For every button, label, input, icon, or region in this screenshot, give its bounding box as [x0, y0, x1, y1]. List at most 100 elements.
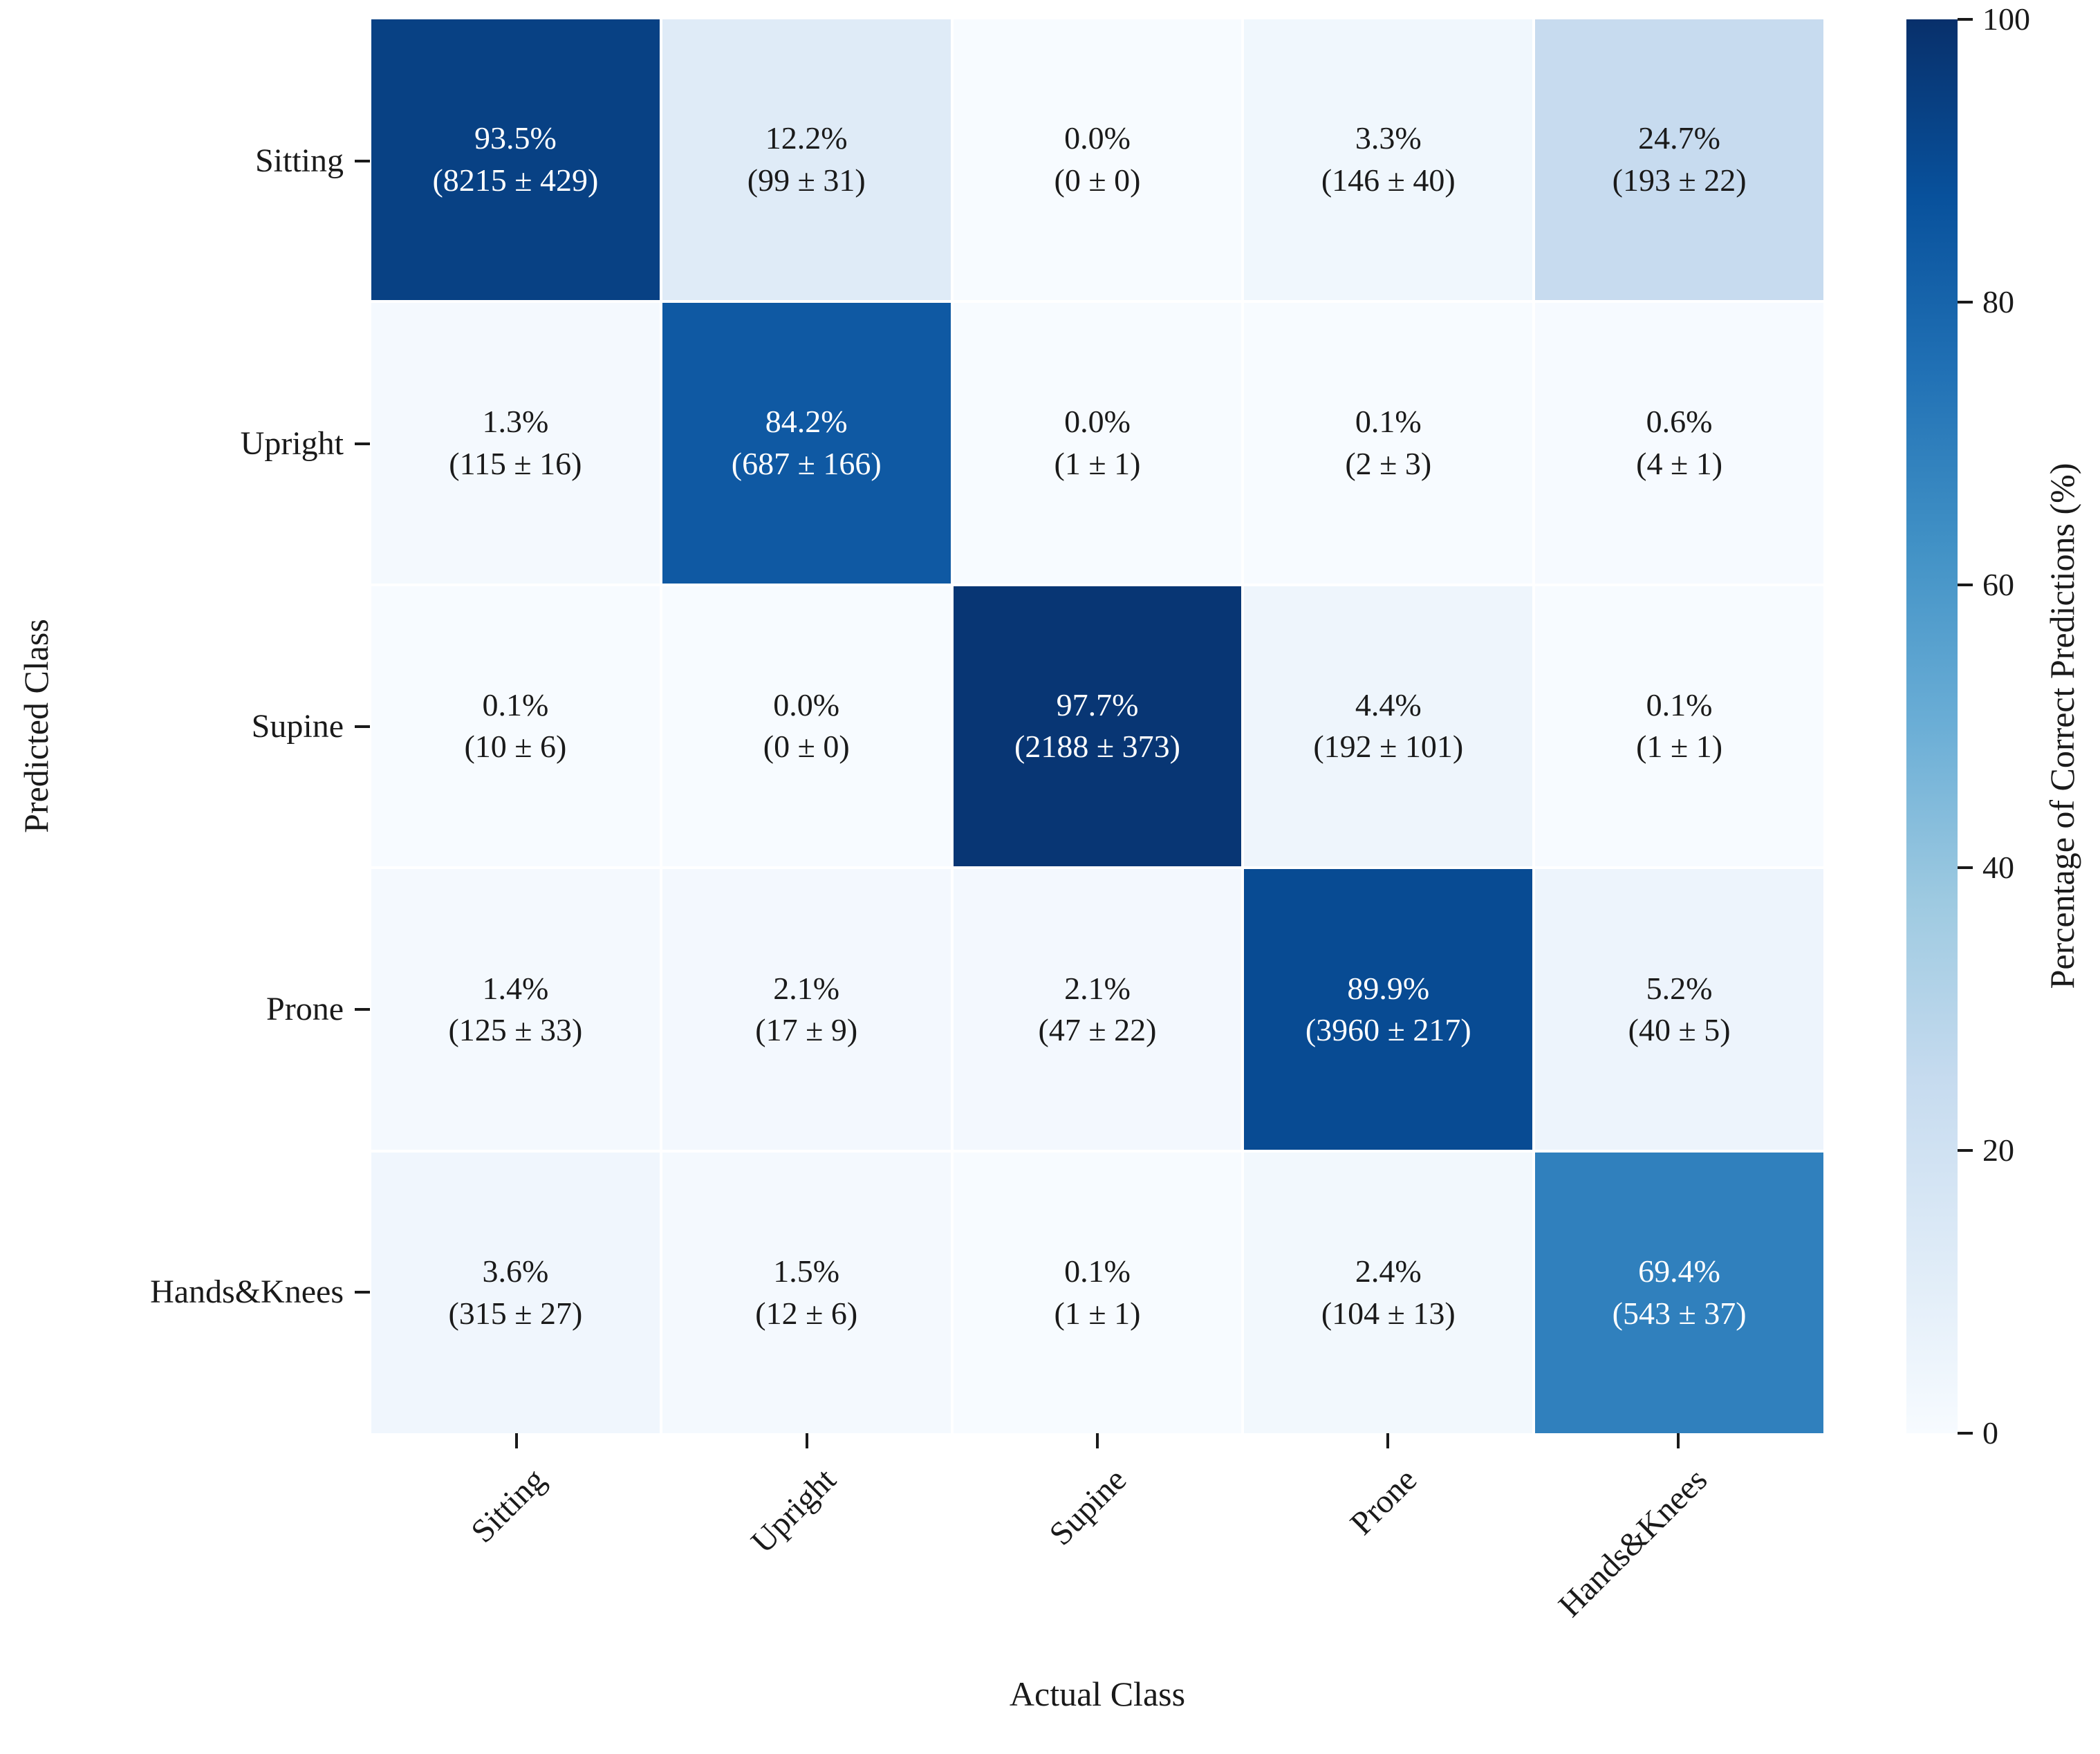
- cell-percent: 84.2%: [765, 403, 848, 439]
- colorbar-tick-label: 80: [1982, 284, 2014, 319]
- cell-percent: 2.4%: [1355, 1253, 1422, 1289]
- cell-percent: 69.4%: [1638, 1253, 1720, 1289]
- cell-percent: 0.1%: [1064, 1253, 1131, 1289]
- x-tick-label-upright: Upright: [744, 1461, 844, 1560]
- x-axis-tick: [806, 1433, 808, 1448]
- y-axis-tick: [355, 1290, 370, 1294]
- cell-count: (687 ± 166): [731, 445, 882, 481]
- colorbar-tick-label: 20: [1982, 1132, 2014, 1168]
- colorbar-tick: [1958, 584, 1973, 586]
- y-axis-tick: [355, 1007, 370, 1011]
- colorbar-tick-label: 100: [1982, 1, 2030, 37]
- y-tick-label-supine: Supine: [251, 707, 344, 745]
- heatmap-grid: 93.5% (8215 ± 429) 12.2% (99 ± 31) 0.0% (0 ± …: [371, 19, 1823, 1433]
- colorbar-tick: [1958, 1432, 1973, 1435]
- colorbar-tick: [1958, 866, 1973, 869]
- cell-percent: 0.1%: [482, 687, 549, 722]
- heatmap-cell: 0.1% (1 ± 1): [953, 1153, 1242, 1433]
- heatmap-cell: 2.1% (47 ± 22): [953, 869, 1242, 1150]
- y-tick-label-prone: Prone: [266, 990, 344, 1027]
- heatmap-cell: 0.1% (2 ± 3): [1244, 302, 1533, 584]
- cell-count: (125 ± 33): [448, 1012, 583, 1048]
- cell-count: (3960 ± 217): [1305, 1012, 1471, 1048]
- heatmap-cell: 89.9% (3960 ± 217): [1244, 869, 1533, 1150]
- heatmap-cell: 5.2% (40 ± 5): [1535, 869, 1823, 1150]
- x-axis-tick: [1386, 1433, 1389, 1448]
- cell-percent: 1.4%: [482, 970, 549, 1006]
- cell-count: (2 ± 3): [1345, 445, 1432, 481]
- heatmap-cell: 24.7% (193 ± 22): [1535, 19, 1823, 300]
- cell-percent: 12.2%: [765, 120, 848, 156]
- cell-percent: 3.6%: [482, 1253, 549, 1289]
- x-axis-tick: [1096, 1433, 1099, 1448]
- x-axis-title: Actual Class: [1009, 1674, 1186, 1713]
- colorbar-tick: [1958, 301, 1973, 304]
- heatmap-cell: 0.0% (0 ± 0): [662, 586, 951, 867]
- x-tick-label-hands-knees: Hands&Knees: [1551, 1461, 1715, 1625]
- heatmap-cell: 3.3% (146 ± 40): [1244, 19, 1533, 300]
- cell-percent: 0.0%: [1064, 120, 1131, 156]
- y-axis-tick: [355, 159, 370, 162]
- heatmap-cell: 0.6% (4 ± 1): [1535, 302, 1823, 584]
- cell-count: (104 ± 13): [1321, 1296, 1456, 1332]
- heatmap-cell: 0.1% (1 ± 1): [1535, 586, 1823, 867]
- heatmap-cell: 0.0% (0 ± 0): [953, 19, 1242, 300]
- cell-percent: 2.1%: [773, 970, 840, 1006]
- cell-percent: 24.7%: [1638, 120, 1720, 156]
- y-tick-label-sitting: Sitting: [254, 142, 344, 179]
- heatmap-cell: 4.4% (192 ± 101): [1244, 586, 1533, 867]
- y-axis-title: Predicted Class: [17, 619, 55, 833]
- cell-count: (1 ± 1): [1054, 1296, 1141, 1332]
- cell-count: (47 ± 22): [1038, 1012, 1157, 1048]
- cell-count: (146 ± 40): [1321, 162, 1456, 198]
- cell-count: (40 ± 5): [1628, 1012, 1731, 1048]
- cell-count: (17 ± 9): [755, 1012, 858, 1048]
- cell-percent: 0.1%: [1646, 687, 1713, 722]
- cell-percent: 5.2%: [1646, 970, 1713, 1006]
- y-tick-label-hands-knees: Hands&Knees: [150, 1273, 344, 1310]
- cell-count: (8215 ± 429): [432, 162, 599, 198]
- cell-count: (4 ± 1): [1636, 445, 1723, 481]
- x-axis-tick: [515, 1433, 518, 1448]
- cell-percent: 0.6%: [1646, 403, 1713, 439]
- cell-percent: 93.5%: [474, 120, 557, 156]
- cell-count: (2188 ± 373): [1014, 729, 1180, 765]
- heatmap-cell: 1.4% (125 ± 33): [371, 869, 660, 1150]
- y-axis-tick: [355, 725, 370, 728]
- cell-count: (1 ± 1): [1636, 729, 1723, 765]
- cell-count: (1 ± 1): [1054, 445, 1141, 481]
- x-axis-tick: [1677, 1433, 1680, 1448]
- cell-count: (0 ± 0): [1054, 162, 1141, 198]
- heatmap-cell: 84.2% (687 ± 166): [662, 302, 951, 584]
- colorbar-tick-label: 40: [1982, 850, 2014, 885]
- heatmap-cell: 97.7% (2188 ± 373): [953, 586, 1242, 867]
- cell-count: (193 ± 22): [1612, 162, 1747, 198]
- heatmap-cell: 93.5% (8215 ± 429): [371, 19, 660, 300]
- cell-percent: 0.0%: [773, 687, 840, 722]
- heatmap-cell: 3.6% (315 ± 27): [371, 1153, 660, 1433]
- cell-percent: 0.1%: [1355, 403, 1422, 439]
- colorbar-tick-label: 0: [1982, 1415, 1998, 1450]
- heatmap-cell: 12.2% (99 ± 31): [662, 19, 951, 300]
- cell-percent: 89.9%: [1347, 970, 1430, 1006]
- heatmap-cell: 0.1% (10 ± 6): [371, 586, 660, 867]
- colorbar-tick: [1958, 18, 1973, 21]
- heatmap-cell: 69.4% (543 ± 37): [1535, 1153, 1823, 1433]
- heatmap-cell: 2.1% (17 ± 9): [662, 869, 951, 1150]
- cell-count: (0 ± 0): [763, 729, 850, 765]
- colorbar-tick: [1958, 1149, 1973, 1152]
- cell-percent: 97.7%: [1056, 687, 1139, 722]
- cell-count: (543 ± 37): [1612, 1296, 1747, 1332]
- cell-percent: 0.0%: [1064, 403, 1131, 439]
- cell-percent: 3.3%: [1355, 120, 1422, 156]
- cell-percent: 1.5%: [773, 1253, 840, 1289]
- heatmap-cell: 1.3% (115 ± 16): [371, 302, 660, 584]
- cell-count: (115 ± 16): [449, 445, 582, 481]
- heatmap-cell: 0.0% (1 ± 1): [953, 302, 1242, 584]
- colorbar-title: Percentage of Correct Predictions (%): [2043, 463, 2081, 989]
- x-tick-label-sitting: Sitting: [464, 1461, 553, 1550]
- cell-percent: 2.1%: [1064, 970, 1131, 1006]
- cell-count: (12 ± 6): [755, 1296, 858, 1332]
- cell-count: (99 ± 31): [747, 162, 866, 198]
